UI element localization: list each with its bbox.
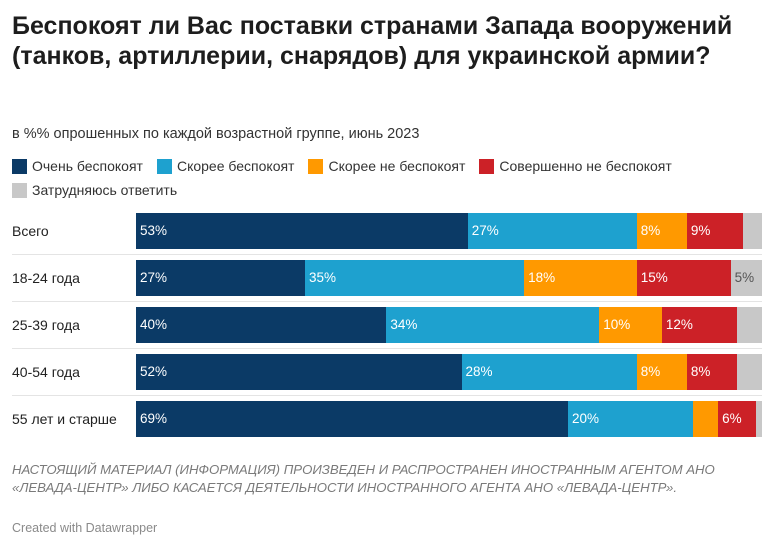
legend-swatch — [12, 158, 27, 174]
legend-item: Совершенно не беспокоят — [479, 157, 672, 175]
bar-segment: 27% — [136, 260, 306, 296]
bar-segment: 27% — [467, 213, 637, 249]
bar-segment — [693, 401, 719, 437]
row-separator — [12, 254, 762, 255]
bar-segment — [736, 307, 762, 343]
category-label: 18-24 года — [12, 270, 80, 286]
legend-swatch — [156, 158, 172, 174]
bar-row: 25-39 года 40% 34% 10% 12% — [0, 307, 776, 343]
bar-segment: 18% — [524, 260, 637, 296]
data-label: 8% — [690, 364, 711, 379]
data-label: 27% — [471, 223, 499, 238]
chart-title: Беспокоят ли Вас поставки странами Запад… — [12, 12, 733, 70]
bar-row: 55 лет и старше 69% 20% 6% — [0, 401, 776, 437]
legend-label: Скорее беспокоят — [176, 158, 295, 174]
bar-segment: 8% — [636, 213, 687, 249]
legend-swatch — [479, 158, 495, 174]
bar-row: 18-24 года 27% 35% 18% 15% 5% — [0, 260, 776, 296]
data-label: 34% — [390, 317, 418, 332]
data-label: 53% — [140, 223, 168, 238]
legend-item: Скорее беспокоят — [156, 157, 295, 175]
data-label: 52% — [140, 364, 168, 379]
chart-subtitle: в %% опрошенных по каждой возрастной гру… — [12, 126, 420, 142]
legend-label: Очень беспокоят — [32, 158, 143, 174]
stacked-bar: 52% 28% 8% 8% — [136, 354, 762, 390]
data-label: 28% — [465, 364, 493, 379]
bar-segment: 52% — [136, 354, 462, 390]
category-label: Всего — [12, 223, 49, 239]
stacked-bar: 27% 35% 18% 15% 5% — [136, 260, 762, 296]
data-label: 9% — [690, 223, 711, 238]
stacked-bar: 40% 34% 10% 12% — [136, 307, 762, 343]
data-label: 15% — [640, 270, 668, 285]
stacked-bar: 69% 20% 6% — [136, 401, 762, 437]
legend-label: Скорее не беспокоят — [328, 158, 466, 174]
data-label: 69% — [140, 411, 168, 426]
category-label: 55 лет и старше — [12, 411, 117, 427]
data-label: 8% — [640, 364, 661, 379]
stacked-bar: 53% 27% 8% 9% — [136, 213, 762, 249]
bar-segment: 12% — [661, 307, 737, 343]
legend-item: Скорее не беспокоят — [308, 157, 465, 175]
bar-segment: 10% — [599, 307, 662, 343]
bar-segment — [755, 401, 762, 437]
legend-item: Затрудняюсь ответить — [12, 181, 177, 199]
bar-segment: 40% — [136, 307, 387, 343]
legend-swatch — [12, 182, 27, 198]
data-label: 35% — [309, 270, 337, 285]
datawrapper-credit: Created with Datawrapper — [12, 521, 158, 535]
bar-segment — [736, 354, 762, 390]
bar-segment: 35% — [305, 260, 525, 296]
bar-segment: 8% — [686, 354, 737, 390]
category-label: 40-54 года — [12, 364, 80, 380]
data-label: 10% — [603, 317, 631, 332]
category-label: 25-39 года — [12, 317, 80, 333]
bar-segment — [743, 213, 762, 249]
legend-swatch — [308, 158, 324, 174]
legend-label: Затрудняюсь ответить — [32, 182, 178, 198]
data-label: 20% — [571, 411, 599, 426]
bar-segment: 15% — [636, 260, 731, 296]
data-label: 40% — [140, 317, 168, 332]
bar-segment: 53% — [136, 213, 468, 249]
chart-legend: Очень беспокоят Скорее беспокоят Скорее не… — [12, 157, 752, 199]
data-label: 6% — [722, 411, 742, 426]
bar-row: Всего 53% 27% 8% 9% — [0, 213, 776, 249]
bar-segment: 9% — [686, 213, 744, 249]
row-separator — [12, 395, 762, 396]
bar-row: 40-54 года 52% 28% 8% 8% — [0, 354, 776, 390]
data-label: 27% — [140, 270, 168, 285]
bar-segment: 8% — [636, 354, 687, 390]
bar-segment: 6% — [718, 401, 756, 437]
data-label: 5% — [734, 270, 755, 285]
foreign-agent-disclaimer: НАСТОЯЩИЙ МАТЕРИАЛ (ИНФОРМАЦИЯ) ПРОИЗВЕД… — [12, 462, 715, 495]
bar-segment: 69% — [136, 401, 568, 437]
row-separator — [12, 348, 762, 349]
bar-segment: 34% — [386, 307, 600, 343]
legend-label: Совершенно не беспокоят — [499, 158, 672, 174]
data-label: 18% — [528, 270, 556, 285]
bar-segment: 20% — [567, 401, 694, 437]
bar-segment: 5% — [730, 260, 762, 296]
data-label: 12% — [665, 317, 693, 332]
bar-segment: 28% — [461, 354, 637, 390]
row-separator — [12, 301, 762, 302]
data-label: 8% — [640, 223, 661, 238]
legend-item: Очень беспокоят — [12, 157, 143, 175]
